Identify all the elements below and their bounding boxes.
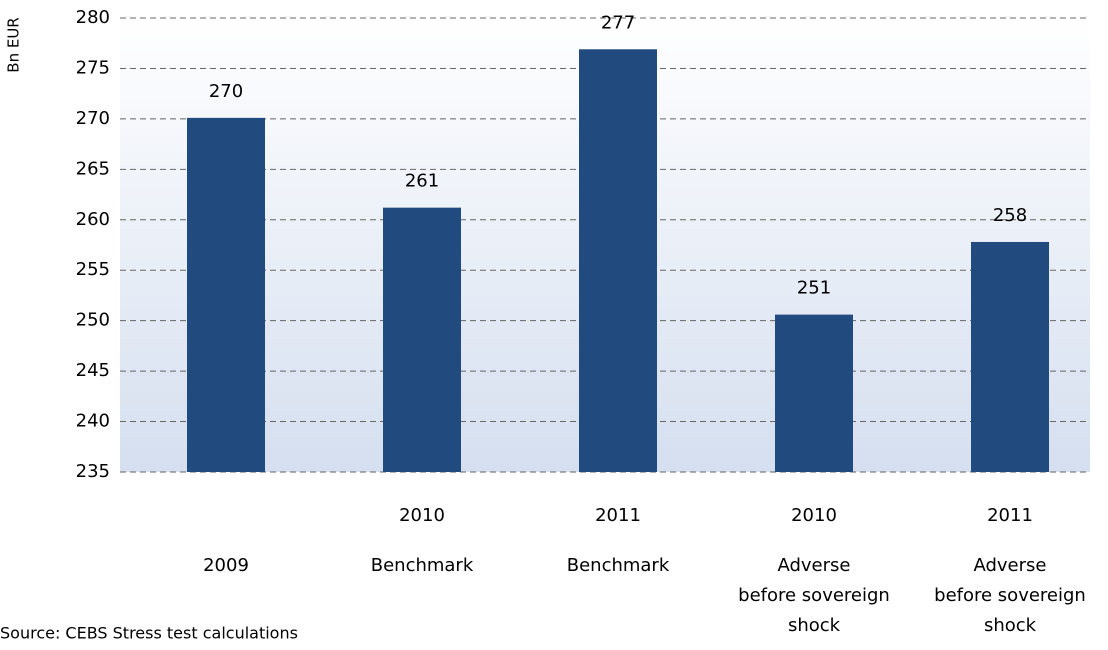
- bar: [187, 117, 265, 472]
- bar: [971, 241, 1049, 472]
- y-tick-label: 240: [76, 411, 110, 432]
- y-tick-label: 270: [76, 108, 110, 129]
- y-tick-label: 255: [76, 259, 110, 280]
- data-label: 261: [405, 171, 439, 192]
- bar: [579, 49, 657, 473]
- x-tick-label: shock: [788, 615, 841, 636]
- y-tick-label: 260: [76, 209, 110, 230]
- data-label: 270: [209, 81, 243, 102]
- x-tick-label: before sovereign: [738, 585, 890, 606]
- y-axis-label: Bn EUR: [5, 17, 23, 72]
- x-tick-label: Benchmark: [371, 555, 474, 576]
- x-tick-label: before sovereign: [934, 585, 1086, 606]
- y-tick-label: 275: [76, 57, 110, 78]
- bar: [383, 207, 461, 472]
- data-label: 251: [797, 278, 831, 299]
- x-tick-label: 2011: [595, 505, 641, 526]
- x-tick-label: 2009: [203, 555, 249, 576]
- y-tick-label: 245: [76, 360, 110, 381]
- y-tick-label: 265: [76, 158, 110, 179]
- x-tick-label: 2011: [987, 505, 1033, 526]
- x-tick-label: 2010: [791, 505, 837, 526]
- data-label: 258: [993, 205, 1027, 226]
- x-tick-label: 2010: [399, 505, 445, 526]
- x-tick-label: shock: [984, 615, 1037, 636]
- x-tick-label: Benchmark: [567, 555, 670, 576]
- y-tick-label: 280: [76, 7, 110, 28]
- y-tick-label: 235: [76, 461, 110, 482]
- bar: [775, 314, 853, 472]
- source-note: Source: CEBS Stress test calculations: [0, 624, 298, 643]
- data-label: 277: [601, 12, 635, 33]
- x-tick-label: Adverse: [973, 555, 1046, 576]
- x-tick-label: Adverse: [777, 555, 850, 576]
- y-tick-label: 250: [76, 310, 110, 331]
